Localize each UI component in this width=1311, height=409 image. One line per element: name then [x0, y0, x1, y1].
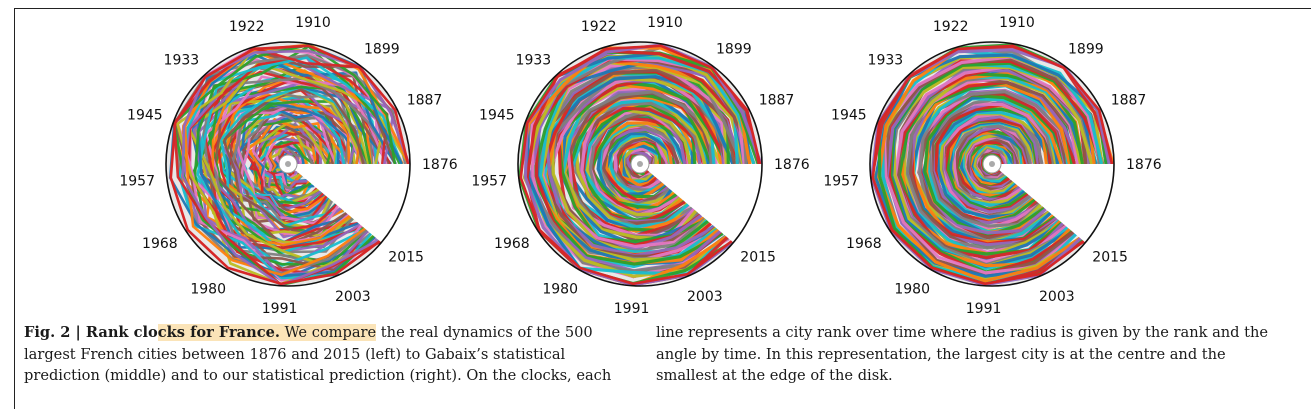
theta-tick-label: 1922 [933, 19, 969, 35]
theta-tick-label: 1887 [759, 92, 795, 108]
theta-tick-label: 1991 [262, 301, 298, 317]
rank-clock-right: 1876 1887 1899 1910 1922 1933 1945 1957 1968 1980… [823, 15, 1161, 317]
theta-tick-label: 1968 [846, 236, 882, 252]
figure-title-part2: cks for France. [157, 324, 280, 341]
rank-line [893, 64, 1094, 263]
theta-tick-label: 2015 [740, 250, 776, 266]
rank-line [923, 93, 1066, 238]
centre-dot [285, 161, 291, 167]
figure-title-part1: Rank clo [85, 324, 158, 341]
theta-tick-label: 1887 [1111, 92, 1147, 108]
rank-clocks-chart: 1876 1887 1899 1910 1922 1933 1945 1957 1968 1980… [119, 15, 1161, 317]
theta-tick-label: 1957 [119, 174, 155, 190]
theta-tick-label: 1876 [422, 157, 458, 173]
theta-tick-label: 1887 [407, 92, 443, 108]
theta-tick-label: 2003 [687, 289, 723, 305]
caption-text-left: the real dynamics of the 500 largest Fre… [24, 324, 612, 384]
theta-tick-label: 1876 [1126, 157, 1162, 173]
theta-tick-label: 1957 [823, 174, 859, 190]
rank-line [604, 131, 675, 196]
theta-tick-label: 1968 [494, 236, 530, 252]
figure-label: Fig. 2 | [24, 324, 86, 341]
theta-tick-label: 2003 [335, 289, 371, 305]
rank-line [202, 77, 397, 268]
caption-text-right: line represents a city rank over time wh… [656, 324, 1269, 384]
left-rule [14, 8, 15, 409]
theta-tick-label: 2015 [1092, 250, 1128, 266]
rank-line [589, 114, 686, 210]
caption-column-left: Fig. 2 | Rank clocks for France. We comp… [24, 322, 644, 387]
theta-tick-label: 1957 [471, 174, 507, 190]
rank-line [588, 107, 692, 218]
theta-tick-label: 1899 [1068, 42, 1104, 58]
rank-line [967, 141, 1017, 187]
theta-tick-label: 1945 [479, 108, 515, 124]
theta-tick-label: 1933 [516, 52, 552, 68]
theta-tick-label: 1899 [716, 42, 752, 58]
theta-tick-label: 2003 [1039, 289, 1075, 305]
caption-column-right: line represents a city rank over time wh… [656, 322, 1276, 387]
top-rule [14, 8, 1311, 9]
theta-tick-label: 1980 [190, 282, 226, 298]
theta-tick-label: 1980 [894, 282, 930, 298]
theta-tick-label: 1945 [831, 108, 867, 124]
rank-line [522, 53, 756, 278]
theta-tick-label: 2015 [388, 250, 424, 266]
theta-tick-label: 1910 [647, 15, 683, 31]
rank-line [193, 45, 401, 266]
theta-tick-label: 1922 [229, 19, 265, 35]
rank-line [539, 60, 745, 262]
theta-tick-label: 1933 [868, 52, 904, 68]
rank-line [240, 112, 343, 210]
rank-clock-left: 1876 1887 1899 1910 1922 1933 1945 1957 1968 1980… [119, 15, 457, 317]
outer-rank-line [169, 44, 410, 286]
theta-tick-label: 1945 [127, 108, 163, 124]
time-gap-wedge [640, 164, 763, 244]
caption-highlighted-text: We compare [279, 324, 377, 341]
rank-clock-middle: 1876 1887 1899 1910 1922 1933 1945 1957 1968 1980… [471, 15, 809, 317]
theta-tick-label: 1968 [142, 236, 178, 252]
outer-rank-line [519, 44, 762, 286]
theta-tick-label: 1933 [164, 52, 200, 68]
theta-tick-label: 1910 [999, 15, 1035, 31]
rank-line [210, 93, 351, 236]
theta-tick-label: 1980 [542, 282, 578, 298]
disk-border [165, 41, 411, 287]
rank-line [254, 122, 322, 205]
rank-line [908, 76, 1081, 247]
rank-line [178, 56, 403, 280]
centre-dot [989, 161, 995, 167]
theta-tick-label: 1910 [295, 15, 331, 31]
disk-border [869, 41, 1115, 287]
figure-caption: Fig. 2 | Rank clocks for France. We comp… [24, 322, 1294, 406]
theta-tick-label: 1899 [364, 42, 400, 58]
disk-border [517, 41, 763, 287]
centre-dot [637, 161, 643, 167]
theta-tick-label: 1876 [774, 157, 810, 173]
time-gap-wedge [288, 164, 411, 244]
theta-tick-label: 1991 [614, 301, 650, 317]
theta-tick-label: 1991 [966, 301, 1002, 317]
theta-tick-label: 1922 [581, 19, 617, 35]
rank-line [546, 73, 727, 249]
outer-rank-line [871, 44, 1114, 286]
time-gap-wedge [992, 164, 1115, 244]
